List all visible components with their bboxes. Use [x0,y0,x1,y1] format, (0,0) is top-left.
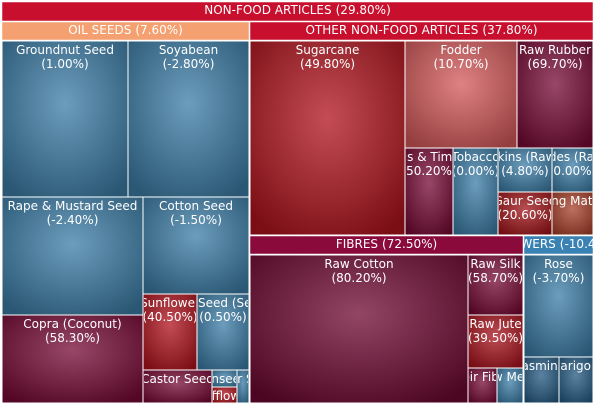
cell-label: Gaur Seed [493,194,556,208]
group-header [249,235,524,255]
cell-label: Cotton Seed [159,199,233,213]
cell-value: (10.70%) [433,57,488,71]
cell-label: Rape & Mustard Seed [8,199,138,213]
cell-label: Castor Seed [141,372,214,386]
cell [523,356,560,404]
cell [142,293,198,371]
cell [496,367,524,404]
cell-label: Safflower [196,389,252,403]
group-header-label: OTHER NON-FOOD ARTICLES (37.80%) [305,23,537,37]
label-value: (72.50%) [382,237,437,251]
cell-label: Logs & Timber [386,150,473,164]
cell-label: Copra (Coconut) [23,317,121,331]
cell [467,254,524,316]
label-name: NON-FOOD ARTICLES [204,3,331,17]
cell-label: Soyabean [159,43,218,57]
cell [196,293,250,371]
label-name: OIL SEEDS [68,23,131,37]
cell-label: Raw Jute [469,317,521,331]
group-header [249,21,594,41]
cell [452,147,499,236]
cell-label: Linseed [201,372,247,386]
cell-value: (58.70%) [468,271,523,285]
group-header [523,235,594,255]
label-value: (37.80%) [482,23,537,37]
label-value: (-10.40%) [560,237,595,251]
cell [467,367,498,404]
group-header-label: OIL SEEDS (7.60%) [68,23,183,37]
cell [551,191,594,236]
cell [249,254,469,404]
cell [467,314,524,369]
cell-label: Marigold [550,359,595,373]
cell-value: (0.00%) [452,164,499,178]
cell [211,386,238,404]
cell-label: Tanning Materials [519,194,595,208]
cell-label: Jasmine [517,359,565,373]
cell [1,314,144,404]
cell-value: (49.80%) [300,57,355,71]
cell-value: (58.30%) [45,331,100,345]
cell-label: Gingelly Seed (Sesamum) [145,296,301,310]
cell [404,40,518,149]
cell-label: Rose [544,257,573,271]
cell [142,196,250,295]
cell-label: Sugarcane [296,43,360,57]
label-value: (7.60%) [135,23,182,37]
group-header-label: FLOWERS (-10.40%) [498,237,595,251]
cell [142,369,213,404]
label-name: FLOWERS [498,237,556,251]
cell-label: Tobacco [450,150,499,164]
cell-value: (-1.50%) [170,213,222,227]
cell-value: (40.50%) [142,310,197,324]
cell-label: Raw Mesta [477,370,542,384]
title-bar [1,1,594,22]
cell-value: (20.60%) [497,208,552,222]
cell [558,356,594,404]
cell [516,40,594,149]
cell [1,196,144,316]
cell-value: (0.50%) [199,310,246,324]
cell-label: Skins (Raw) [490,150,560,164]
cell-value: (50.20%) [401,164,456,178]
label-name: FIBRES [336,237,378,251]
cell-label: Groundnut Seed [16,43,114,57]
cell [551,147,594,193]
cell-value: (69.70%) [527,57,582,71]
cell-label: Raw Cotton [324,257,393,271]
group-header [1,21,250,41]
title-bar-label: NON-FOOD ARTICLES (29.80%) [204,3,391,17]
cell-label: Sunflower [140,296,200,310]
cell-value: (-3.70%) [533,271,585,285]
cell-value: (-2.80%) [163,57,215,71]
cell-label: Niger Seed [210,372,276,386]
cell-label: Hides (Raw) [536,150,595,164]
cell [249,40,406,236]
cell-value: (4.80%) [501,164,548,178]
cell-value: (1.00%) [41,57,88,71]
group-header-label: FIBRES (72.50%) [336,237,437,251]
cell [497,191,553,236]
cell-value: (-2.40%) [47,213,99,227]
cell-value: (80.20%) [331,271,386,285]
cell-label: Raw Silk [470,257,520,271]
cell [127,40,250,198]
cell-label: Raw Rubber [519,43,591,57]
label-name: OTHER NON-FOOD ARTICLES [305,23,478,37]
cell [497,147,553,193]
cell-value: (39.50%) [468,331,523,345]
cell-value: (0.00%) [549,164,595,178]
cell-label: Fodder [440,43,481,57]
label-value: (29.80%) [336,3,391,17]
cell-label: Coir Fibre [454,370,511,384]
